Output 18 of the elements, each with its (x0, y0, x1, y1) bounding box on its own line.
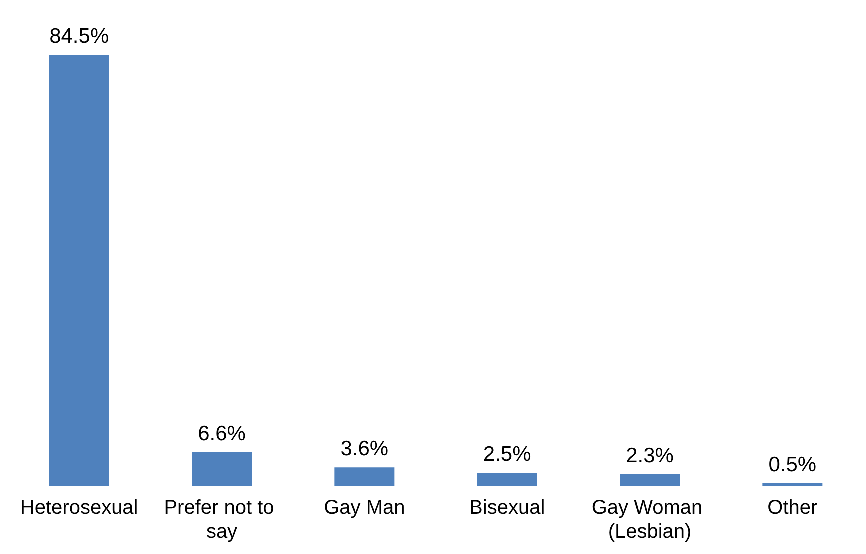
bar (477, 473, 538, 486)
x-tick-label: Prefer not to say (164, 497, 280, 543)
data-label: 0.5% (768, 453, 817, 476)
bar (762, 483, 823, 486)
x-tick-label: Gay Woman (Lesbian) (592, 497, 708, 543)
bar (334, 468, 395, 486)
x-tick-label: Other (768, 497, 818, 519)
data-label: 6.6% (198, 422, 246, 446)
data-label: 2.3% (626, 444, 674, 468)
x-tick-label: Gay Man (324, 497, 406, 519)
bar (620, 474, 680, 486)
data-label: 3.6% (340, 438, 389, 461)
data-label: 84.5% (50, 25, 110, 48)
x-tick-label: Heterosexual (20, 497, 138, 519)
bar (192, 452, 252, 486)
data-label: 2.5% (483, 443, 532, 466)
bar (49, 55, 110, 486)
x-tick-label: Bisexual (470, 497, 546, 519)
